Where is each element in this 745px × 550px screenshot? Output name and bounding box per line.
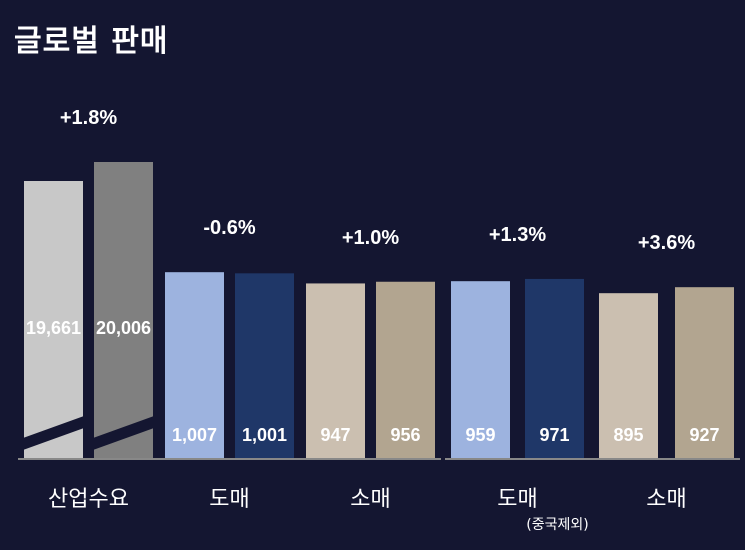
axis-break-mark xyxy=(93,416,154,450)
change-label: +1.3% xyxy=(489,224,546,246)
category-label: 소매 xyxy=(350,487,390,512)
value-label: 19,661 xyxy=(26,318,81,338)
bar xyxy=(24,181,83,458)
bar xyxy=(94,162,153,458)
bar xyxy=(675,287,734,458)
bar xyxy=(165,272,224,458)
chart-title: 글로벌 판매 xyxy=(14,24,169,59)
value-label: 947 xyxy=(320,425,350,445)
value-label: 956 xyxy=(390,425,420,445)
change-label: +1.0% xyxy=(342,227,399,249)
change-label: +3.6% xyxy=(638,232,695,254)
value-label: 895 xyxy=(613,425,643,445)
category-sublabel: (중국제외) xyxy=(526,517,588,533)
change-label: -0.6% xyxy=(203,217,255,239)
category-label: 산업수요 xyxy=(48,487,129,512)
axis-break-mark xyxy=(23,416,84,450)
value-label: 1,007 xyxy=(172,425,217,445)
value-label: 927 xyxy=(689,425,719,445)
change-label: +1.8% xyxy=(60,107,117,129)
category-label: 소매 xyxy=(646,487,686,512)
bar xyxy=(306,283,365,458)
bar xyxy=(599,293,658,458)
category-label: 도매 xyxy=(209,487,249,512)
value-label: 1,001 xyxy=(242,425,287,445)
value-label: 20,006 xyxy=(96,318,151,338)
bar xyxy=(235,273,294,458)
value-label: 959 xyxy=(465,425,495,445)
bar xyxy=(376,281,435,458)
bar xyxy=(525,278,584,458)
category-label: 도매 xyxy=(497,487,537,512)
value-label: 971 xyxy=(539,425,569,445)
bar xyxy=(451,281,510,458)
